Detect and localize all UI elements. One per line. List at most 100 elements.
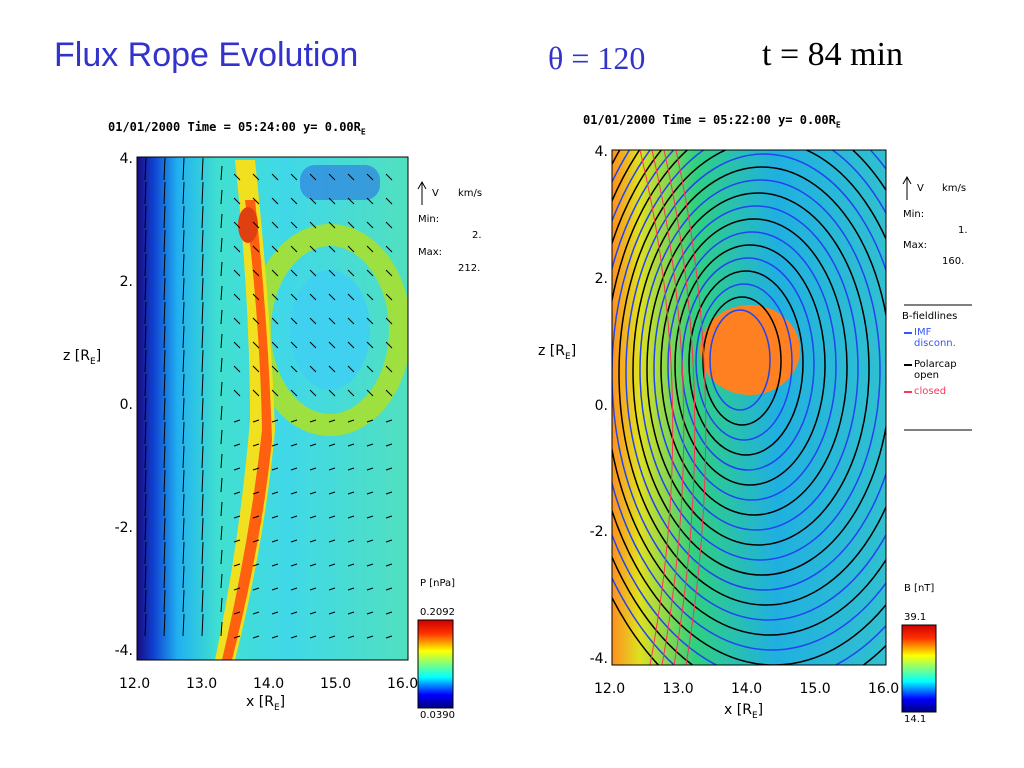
velocity-arrow xyxy=(220,453,223,469)
y-tick-label: 4. xyxy=(119,151,133,167)
velocity-arrow xyxy=(144,229,147,253)
velocity-arrow xyxy=(233,443,241,447)
vector-units-right: km/s xyxy=(942,183,967,194)
velocity-arrow xyxy=(309,197,317,205)
velocity-arrow xyxy=(201,445,204,469)
velocity-arrow xyxy=(328,293,336,301)
velocity-arrow xyxy=(144,469,147,493)
velocity-arrow xyxy=(271,173,279,181)
velocity-arrow xyxy=(290,389,298,397)
velocity-arrow xyxy=(271,587,279,591)
velocity-arrow xyxy=(163,157,166,181)
colorbar-label-right: B [nT] xyxy=(904,583,935,594)
field-line xyxy=(653,205,859,531)
xlabel-text: x [R xyxy=(724,702,752,718)
velocity-arrow xyxy=(182,205,185,229)
x-tick-label: 15.0 xyxy=(320,676,352,692)
velocity-arrow xyxy=(233,635,241,639)
velocity-arrow xyxy=(328,365,336,373)
vector-units-left: km/s xyxy=(458,188,483,199)
velocity-arrow xyxy=(347,293,355,301)
velocity-arrow xyxy=(220,597,223,613)
velocity-arrow xyxy=(252,389,260,397)
velocity-arrow xyxy=(366,341,374,349)
velocity-arrow xyxy=(163,517,166,541)
velocity-arrow xyxy=(182,325,185,349)
velocity-arrow xyxy=(271,515,279,519)
velocity-arrow xyxy=(328,563,336,567)
velocity-arrow xyxy=(309,269,317,277)
velocity-arrow xyxy=(220,261,223,277)
velocity-arrow xyxy=(201,589,204,613)
velocity-arrow xyxy=(328,197,336,205)
velocity-arrow xyxy=(290,635,298,639)
velocity-arrow xyxy=(290,245,298,253)
velocity-arrow xyxy=(366,515,374,519)
field-line xyxy=(612,150,886,621)
velocity-arrow xyxy=(328,221,336,229)
velocity-arrow xyxy=(252,419,260,423)
velocity-arrow xyxy=(201,517,204,541)
velocity-arrow xyxy=(182,181,185,205)
velocity-arrow xyxy=(385,515,393,519)
vector-key-arrow-left xyxy=(417,180,427,205)
velocity-arrow xyxy=(328,515,336,519)
velocity-arrow xyxy=(220,309,223,325)
velocity-arrow xyxy=(366,365,374,373)
velocity-arrow xyxy=(366,443,374,447)
velocity-arrow xyxy=(271,269,279,277)
y-tick-label: 0. xyxy=(594,397,608,414)
velocity-arrow xyxy=(233,293,241,301)
xlabel-text: x [R xyxy=(246,694,274,710)
y-tick-label: -2. xyxy=(589,524,608,541)
velocity-arrow xyxy=(271,491,279,495)
velocity-arrow xyxy=(163,229,166,253)
velocity-arrow xyxy=(220,165,223,181)
y-tick-label: 4. xyxy=(594,144,608,160)
velocity-arrow xyxy=(182,229,185,253)
velocity-arrow xyxy=(309,173,317,181)
velocity-arrow xyxy=(163,565,166,589)
velocity-arrow xyxy=(290,317,298,325)
velocity-arrow xyxy=(163,349,166,373)
closed-field-line xyxy=(651,150,685,665)
vector-max-left: 212. xyxy=(458,263,481,274)
velocity-arrow xyxy=(201,301,204,325)
velocity-arrow xyxy=(385,245,393,253)
field-line xyxy=(612,150,886,636)
velocity-arrow xyxy=(290,341,298,349)
field-line xyxy=(667,231,837,501)
velocity-arrow xyxy=(144,517,147,541)
velocity-arrow xyxy=(290,515,298,519)
velocity-arrow xyxy=(309,491,317,495)
velocity-arrow xyxy=(220,189,223,205)
field-line xyxy=(646,192,870,546)
velocity-arrow xyxy=(328,491,336,495)
velocity-arrow xyxy=(309,317,317,325)
velocity-arrow xyxy=(252,245,260,253)
velocity-arrow xyxy=(366,245,374,253)
velocity-arrow xyxy=(366,419,374,423)
velocity-arrow xyxy=(385,539,393,543)
velocity-arrow xyxy=(271,467,279,471)
velocity-arrow xyxy=(182,493,185,517)
velocity-arrow xyxy=(182,301,185,325)
colorbar-max-left: 0.2092 xyxy=(420,607,455,618)
velocity-arrow xyxy=(182,445,185,469)
velocity-arrow xyxy=(347,221,355,229)
field-line xyxy=(674,244,826,486)
velocity-arrow xyxy=(309,419,317,423)
velocity-arrow xyxy=(328,269,336,277)
vector-max-label-left: Max: xyxy=(418,247,443,258)
xlabel-right: x [RE] xyxy=(724,702,764,721)
x-tick-label: 13.0 xyxy=(186,676,218,692)
x-tick-label: 12.0 xyxy=(594,681,626,697)
velocity-arrow xyxy=(233,389,241,397)
velocity-arrow xyxy=(233,611,241,615)
velocity-arrow xyxy=(347,491,355,495)
velocity-arrow xyxy=(290,365,298,373)
velocity-arrow xyxy=(309,293,317,301)
velocity-arrow xyxy=(271,197,279,205)
y-tick-label: 2. xyxy=(119,274,133,290)
velocity-arrow xyxy=(233,491,241,495)
